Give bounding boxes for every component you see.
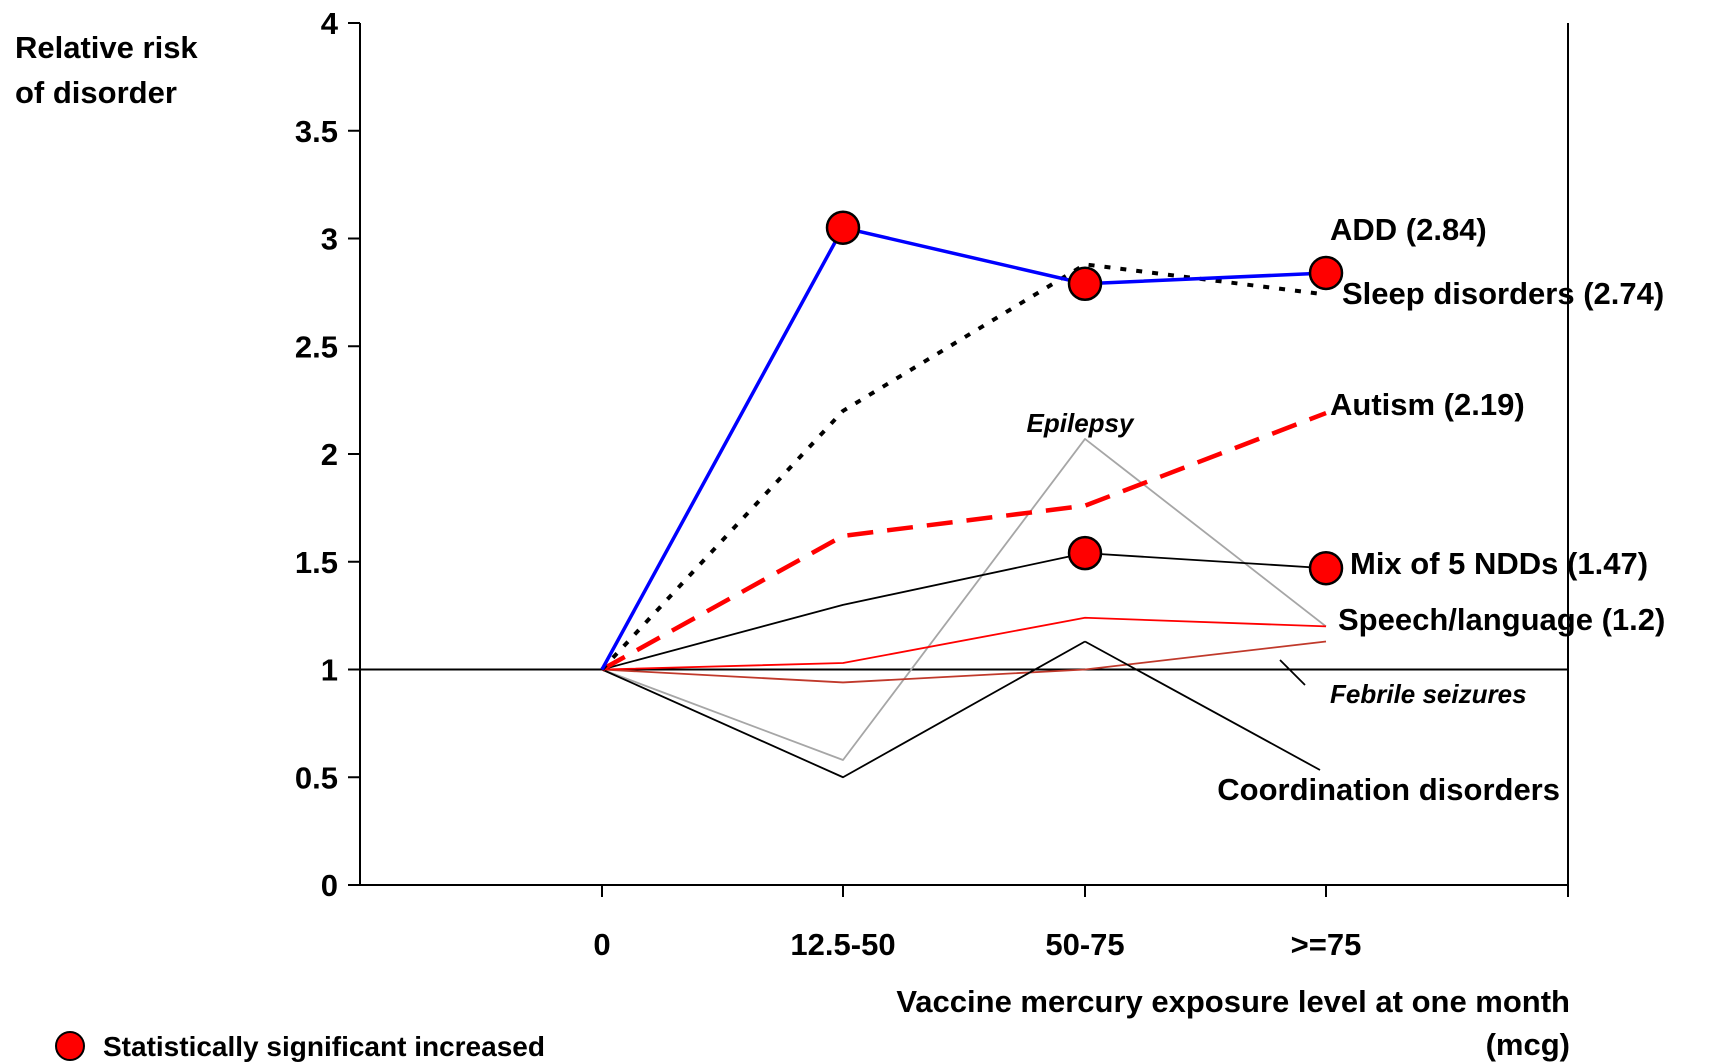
legend-significant-label: Statistically significant increased <box>103 1031 545 1062</box>
significance-marker-0-2 <box>1067 266 1103 302</box>
series-labels: ADD (2.84) Sleep disorders (2.74) Autism (… <box>1027 212 1666 807</box>
significance-marker-0-3 <box>1308 255 1344 291</box>
y-tick-label-2: 1 <box>321 653 338 688</box>
x-tick-label-1: 12.5-50 <box>790 927 895 962</box>
series-label-6: Febrile seizures <box>1330 679 1527 709</box>
legend: Statistically significant increased <box>55 1031 545 1062</box>
series-label-2: Autism (2.19) <box>1330 387 1525 422</box>
y-tick-label-6: 3 <box>321 222 338 257</box>
significance-markers <box>825 210 1344 586</box>
series-line-3 <box>601 438 1327 761</box>
y-tick-label-7: 3.5 <box>295 114 338 149</box>
series-line-6 <box>601 640 1327 684</box>
legend-significant-marker <box>55 1031 85 1061</box>
x-tick-label-2: 50-75 <box>1045 927 1124 962</box>
y-ticks: 0 0.5 1 1.5 2 2.5 3 3.5 4 <box>295 6 360 903</box>
series-label-leader-7 <box>1084 640 1321 771</box>
y-tick-label-5: 2.5 <box>295 329 338 364</box>
series-label-3: Epilepsy <box>1027 408 1135 438</box>
y-tick-label-4: 2 <box>321 437 338 472</box>
series-line-4 <box>601 552 1327 671</box>
x-tick-label-3: >=75 <box>1291 927 1362 962</box>
significance-marker-4-3 <box>1308 550 1344 586</box>
series-label-leader-6 <box>1279 659 1306 686</box>
significance-marker-4-2 <box>1067 535 1103 571</box>
x-axis-title-line-1: Vaccine mercury exposure level at one mo… <box>896 984 1570 1019</box>
y-tick-label-8: 4 <box>321 6 339 41</box>
series-line-2 <box>600 410 1327 672</box>
series-label-1: Sleep disorders (2.74) <box>1342 276 1664 311</box>
plot-frame <box>359 23 1569 886</box>
series-label-0: ADD (2.84) <box>1330 212 1487 247</box>
significance-marker-0-1 <box>825 210 861 245</box>
series-line-7 <box>601 640 1086 779</box>
y-axis-title-line-2: of disorder <box>15 75 177 110</box>
series-label-7: Coordination disorders <box>1217 772 1560 807</box>
y-tick-label-0: 0 <box>321 868 338 903</box>
series-lines <box>600 225 1327 779</box>
series-line-0 <box>600 225 1327 671</box>
series-line-5 <box>601 616 1327 671</box>
x-ticks: 0 12.5-50 50-75 >=75 <box>593 885 1569 962</box>
series-label-5: Speech/language (1.2) <box>1338 602 1665 637</box>
y-tick-label-3: 1.5 <box>295 545 338 580</box>
x-axis-title-line-2: (mcg) <box>1486 1027 1570 1062</box>
series-label-4: Mix of 5 NDDs (1.47) <box>1350 546 1648 581</box>
y-tick-label-1: 0.5 <box>295 760 338 795</box>
x-tick-label-0: 0 <box>593 927 610 962</box>
y-axis-title-line-1: Relative risk <box>15 30 198 65</box>
